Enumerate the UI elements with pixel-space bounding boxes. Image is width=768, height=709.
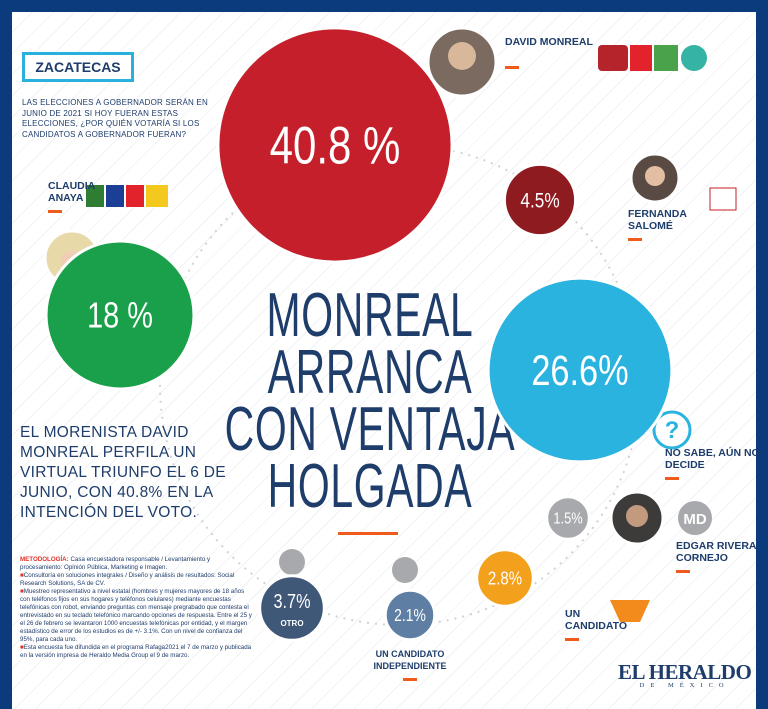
bubble bbox=[502, 162, 578, 238]
methodology-label: METODOLOGÍA: bbox=[20, 556, 69, 563]
bubble bbox=[475, 548, 535, 608]
logo-name: EL HERALDO bbox=[618, 660, 752, 684]
value-label: 3.7% bbox=[274, 589, 311, 612]
bubble bbox=[486, 276, 674, 464]
methodology-item: Consultoría en soluciones integrales / D… bbox=[20, 572, 252, 588]
label-dash bbox=[48, 210, 62, 213]
photo-face bbox=[448, 42, 476, 70]
label-dash bbox=[505, 66, 519, 69]
person-icon bbox=[392, 557, 418, 583]
value-label: 2.8% bbox=[488, 568, 522, 589]
party-logo bbox=[630, 45, 652, 71]
question: LAS ELECCIONES A GOBERNADOR SERÁN EN JUN… bbox=[22, 98, 208, 139]
value-label: 18 % bbox=[87, 295, 153, 336]
party-logo bbox=[126, 185, 144, 207]
party-logo bbox=[146, 185, 168, 207]
bubble bbox=[44, 239, 196, 391]
party-logo bbox=[610, 600, 650, 622]
photo-face bbox=[645, 166, 665, 186]
methodology-item: Esta encuesta fue difundida en el progra… bbox=[20, 644, 252, 660]
category-label: NO SABE, AÚN NO DECIDE bbox=[665, 447, 760, 471]
category-label: EDGAR RIVERA CORNEJO bbox=[676, 540, 757, 564]
value-label: 26.6% bbox=[531, 347, 628, 394]
methodology-text: Muestreo representativo a nivel estatal … bbox=[20, 588, 252, 643]
unknown-icon-text: ? bbox=[665, 417, 680, 444]
bubble bbox=[383, 588, 437, 642]
bubble bbox=[545, 495, 591, 541]
initials-icon bbox=[678, 501, 712, 535]
category-label: CLAUDIA ANAYA bbox=[48, 180, 95, 204]
methodology-text: Esta encuesta fue difundida en el progra… bbox=[20, 644, 252, 659]
category-label: OTRO bbox=[280, 619, 303, 628]
methodology-item: Muestreo representativo a nivel estatal … bbox=[20, 588, 252, 644]
label-dash bbox=[565, 638, 579, 641]
methodology-text: Consultoría en soluciones integrales / D… bbox=[20, 572, 235, 587]
headline-line: MONREAL bbox=[267, 281, 474, 351]
party-logo bbox=[106, 185, 124, 207]
headline-rule bbox=[338, 532, 398, 535]
bubble bbox=[258, 574, 326, 642]
headline-line: CON VENTAJA bbox=[225, 395, 516, 465]
party-logo bbox=[598, 45, 628, 71]
label-dash bbox=[628, 238, 642, 241]
label-dash bbox=[676, 570, 690, 573]
person-icon bbox=[279, 549, 305, 575]
headline-line: HOLGADA bbox=[268, 452, 473, 522]
lede: EL MORENISTA DAVID MONREAL PERFILA UN VI… bbox=[20, 424, 226, 521]
value-label: 2.1% bbox=[394, 607, 426, 626]
party-logos bbox=[86, 45, 737, 622]
label-dash bbox=[665, 477, 679, 480]
category-label: DAVID MONREAL bbox=[505, 36, 593, 48]
region-label: ZACATECAS bbox=[22, 52, 134, 82]
bubble bbox=[216, 26, 454, 264]
initials-text: MD bbox=[683, 511, 706, 528]
party-logo bbox=[681, 45, 707, 71]
value-label: 40.8 % bbox=[270, 117, 401, 176]
unknown-icon bbox=[652, 410, 692, 450]
headline-line: ARRANCA bbox=[268, 338, 473, 408]
party-logo bbox=[654, 45, 678, 71]
logo-tagline: DE MÉXICO bbox=[639, 682, 730, 689]
methodology: METODOLOGÍA: Casa encuestadora responsab… bbox=[20, 556, 252, 660]
party-logo bbox=[709, 187, 737, 211]
value-label: 1.5% bbox=[553, 510, 582, 528]
value-label: 4.5% bbox=[520, 189, 559, 213]
label-dash bbox=[403, 678, 417, 681]
logo: EL HERALDO DE MÉXICO bbox=[618, 660, 752, 689]
category-label: UN CANDIDATO INDEPENDIENTE bbox=[373, 649, 447, 671]
category-label: FERNANDA SALOMÉ bbox=[628, 208, 687, 232]
category-label: UN CANDIDATO bbox=[565, 608, 628, 632]
party-logo bbox=[86, 185, 104, 207]
methodology-item: METODOLOGÍA: Casa encuestadora responsab… bbox=[20, 556, 252, 572]
photo-face bbox=[626, 505, 648, 527]
methodology-text: Casa encuestadora responsable / Levantam… bbox=[20, 556, 211, 571]
